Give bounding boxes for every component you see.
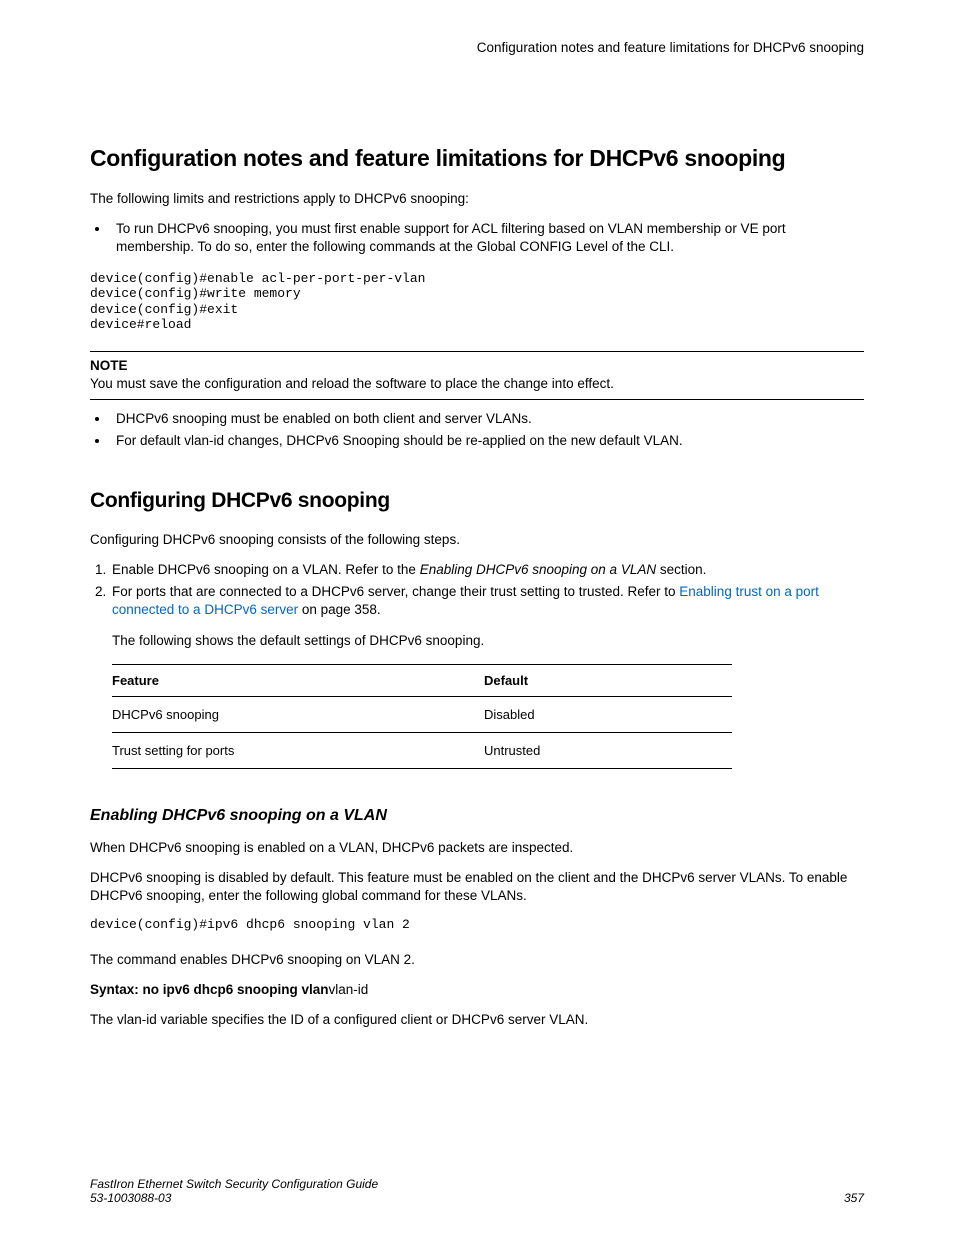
list-item: DHCPv6 snooping must be enabled on both … <box>110 410 864 428</box>
step-text: Enable DHCPv6 snooping on a VLAN. Refer … <box>112 562 420 577</box>
heading-2: Configuring DHCPv6 snooping <box>90 489 864 513</box>
table-header: Feature <box>112 664 484 696</box>
footer-title: FastIron Ethernet Switch Security Config… <box>90 1177 378 1191</box>
table-header: Default <box>484 664 732 696</box>
page-footer: FastIron Ethernet Switch Security Config… <box>90 1177 864 1205</box>
table-cell: DHCPv6 snooping <box>112 696 484 732</box>
table-row: Trust setting for ports Untrusted <box>112 732 732 768</box>
list-item: For ports that are connected to a DHCPv6… <box>110 583 864 650</box>
paragraph: Configuring DHCPv6 snooping consists of … <box>90 531 864 549</box>
bullet-list-1: To run DHCPv6 snooping, you must first e… <box>90 220 864 256</box>
code-block: device(config)#ipv6 dhcp6 snooping vlan … <box>90 917 864 933</box>
table-cell: Disabled <box>484 696 732 732</box>
table-caption: The following shows the default settings… <box>112 632 864 650</box>
ordered-list: Enable DHCPv6 snooping on a VLAN. Refer … <box>90 561 864 650</box>
paragraph: When DHCPv6 snooping is enabled on a VLA… <box>90 839 864 857</box>
table-cell: Untrusted <box>484 732 732 768</box>
footer-left: FastIron Ethernet Switch Security Config… <box>90 1177 378 1205</box>
footer-docnum: 53-1003088-03 <box>90 1191 378 1205</box>
table-cell: Trust setting for ports <box>112 732 484 768</box>
heading-1: Configuration notes and feature limitati… <box>90 145 864 172</box>
syntax-bold: Syntax: no ipv6 dhcp6 snooping vlan <box>90 982 329 997</box>
table-header-row: Feature Default <box>112 664 732 696</box>
step-text: section. <box>656 562 706 577</box>
step-em: Enabling DHCPv6 snooping on a VLAN <box>420 562 656 577</box>
heading-3: Enabling DHCPv6 snooping on a VLAN <box>90 807 864 825</box>
intro-paragraph: The following limits and restrictions ap… <box>90 190 864 208</box>
list-item: To run DHCPv6 snooping, you must first e… <box>110 220 864 256</box>
paragraph: The command enables DHCPv6 snooping on V… <box>90 951 864 969</box>
code-block: device(config)#enable acl-per-port-per-v… <box>90 271 864 333</box>
bullet-list-2: DHCPv6 snooping must be enabled on both … <box>90 410 864 450</box>
note-box: NOTE You must save the configuration and… <box>90 351 864 400</box>
paragraph: DHCPv6 snooping is disabled by default. … <box>90 869 864 905</box>
step-text: For ports that are connected to a DHCPv6… <box>112 584 679 599</box>
page-number: 357 <box>844 1191 864 1205</box>
list-item: Enable DHCPv6 snooping on a VLAN. Refer … <box>110 561 864 579</box>
paragraph: The vlan-id variable specifies the ID of… <box>90 1011 864 1029</box>
running-header: Configuration notes and feature limitati… <box>90 40 864 55</box>
defaults-table: Feature Default DHCPv6 snooping Disabled… <box>112 664 732 769</box>
note-title: NOTE <box>90 358 864 373</box>
step-text: on page 358. <box>298 602 381 617</box>
table-row: DHCPv6 snooping Disabled <box>112 696 732 732</box>
note-text: You must save the configuration and relo… <box>90 375 864 393</box>
list-item: For default vlan-id changes, DHCPv6 Snoo… <box>110 432 864 450</box>
syntax-rest: vlan-id <box>329 982 369 997</box>
page: Configuration notes and feature limitati… <box>0 0 954 1235</box>
syntax-line: Syntax: no ipv6 dhcp6 snooping vlanvlan-… <box>90 981 864 999</box>
